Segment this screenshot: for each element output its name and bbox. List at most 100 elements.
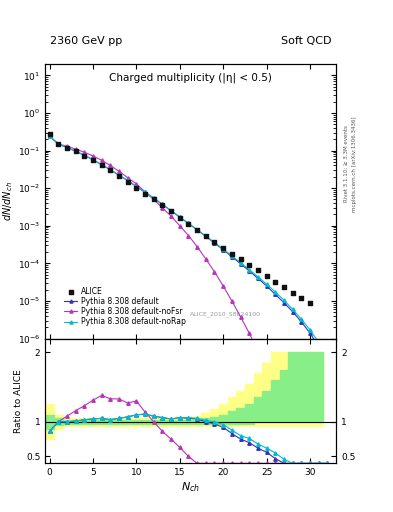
Pythia 8.308 default — [273, 291, 277, 297]
Pythia 8.308 default-noRap — [273, 289, 277, 295]
ALICE — [220, 244, 226, 252]
Pythia 8.308 default-noRap — [325, 353, 330, 359]
Pythia 8.308 default-noRap — [308, 327, 312, 333]
Pythia 8.308 default-noFsr — [134, 181, 139, 187]
Pythia 8.308 default-noRap — [56, 141, 61, 147]
Pythia 8.308 default — [73, 148, 78, 154]
ALICE — [64, 143, 70, 152]
Pythia 8.308 default — [186, 220, 191, 226]
ALICE — [298, 294, 305, 302]
ALICE — [116, 172, 122, 180]
Pythia 8.308 default — [134, 183, 139, 189]
Pythia 8.308 default — [212, 240, 217, 246]
Pythia 8.308 default — [169, 208, 173, 214]
Pythia 8.308 default-noFsr — [143, 189, 147, 195]
Line: Pythia 8.308 default-noFsr: Pythia 8.308 default-noFsr — [48, 135, 329, 512]
ALICE — [125, 178, 131, 186]
Pythia 8.308 default-noFsr — [125, 175, 130, 181]
Pythia 8.308 default-noRap — [255, 274, 260, 280]
Pythia 8.308 default-noFsr — [264, 369, 269, 375]
Pythia 8.308 default — [56, 141, 61, 147]
Pythia 8.308 default-noFsr — [177, 223, 182, 229]
Pythia 8.308 default-noRap — [64, 144, 69, 151]
Pythia 8.308 default-noRap — [82, 152, 86, 158]
Pythia 8.308 default-noFsr — [247, 330, 252, 336]
Pythia 8.308 default-noFsr — [160, 205, 165, 211]
ALICE — [229, 250, 235, 258]
Pythia 8.308 default-noFsr — [299, 475, 304, 481]
Pythia 8.308 default — [204, 233, 208, 240]
Text: Charged multiplicity (|η| < 0.5): Charged multiplicity (|η| < 0.5) — [109, 72, 272, 83]
ALICE — [159, 201, 165, 209]
Pythia 8.308 default-noFsr — [82, 149, 86, 155]
Pythia 8.308 default-noRap — [143, 189, 147, 195]
Pythia 8.308 default-noFsr — [204, 256, 208, 262]
Pythia 8.308 default-noRap — [169, 208, 173, 214]
ALICE — [211, 238, 218, 246]
Y-axis label: $dN/dN_{ch}$: $dN/dN_{ch}$ — [1, 181, 15, 221]
Pythia 8.308 default — [299, 318, 304, 325]
ALICE — [168, 207, 174, 216]
Pythia 8.308 default — [238, 261, 243, 267]
Line: Pythia 8.308 default-noRap: Pythia 8.308 default-noRap — [48, 135, 329, 357]
X-axis label: $N_{ch}$: $N_{ch}$ — [181, 480, 200, 494]
Y-axis label: Ratio to ALICE: Ratio to ALICE — [14, 369, 23, 433]
Pythia 8.308 default-noFsr — [212, 269, 217, 275]
ALICE — [99, 161, 105, 169]
Pythia 8.308 default-noFsr — [281, 414, 286, 420]
Text: mcplots.cern.ch [arXiv:1306.3436]: mcplots.cern.ch [arXiv:1306.3436] — [352, 116, 357, 211]
Pythia 8.308 default-noFsr — [255, 349, 260, 355]
Pythia 8.308 default-noFsr — [290, 442, 295, 448]
Pythia 8.308 default-noFsr — [273, 390, 277, 396]
Pythia 8.308 default — [221, 247, 226, 253]
Line: Pythia 8.308 default: Pythia 8.308 default — [48, 135, 329, 367]
ALICE — [307, 298, 313, 307]
Pythia 8.308 default — [151, 195, 156, 201]
Pythia 8.308 default-noRap — [204, 233, 208, 239]
Pythia 8.308 default — [117, 172, 121, 178]
Pythia 8.308 default-noRap — [290, 306, 295, 312]
Pythia 8.308 default-noRap — [230, 253, 234, 259]
ALICE — [255, 266, 261, 274]
ALICE — [263, 272, 270, 281]
Pythia 8.308 default — [316, 344, 321, 350]
ALICE — [246, 261, 252, 269]
Pythia 8.308 default-noRap — [264, 281, 269, 287]
Pythia 8.308 default-noRap — [316, 339, 321, 345]
ALICE — [237, 255, 244, 263]
Pythia 8.308 default-noRap — [281, 297, 286, 303]
Pythia 8.308 default-noFsr — [108, 162, 113, 168]
Text: Rivet 3.1.10; ≥ 3.3M events: Rivet 3.1.10; ≥ 3.3M events — [344, 125, 349, 202]
Pythia 8.308 default-noRap — [125, 177, 130, 183]
Pythia 8.308 default-noRap — [195, 227, 200, 233]
Pythia 8.308 default-noFsr — [169, 213, 173, 219]
ALICE — [290, 289, 296, 297]
Pythia 8.308 default-noRap — [247, 267, 252, 273]
Text: Soft QCD: Soft QCD — [281, 36, 332, 46]
ALICE — [194, 226, 200, 234]
ALICE — [72, 147, 79, 156]
ALICE — [185, 220, 191, 228]
Pythia 8.308 default — [264, 283, 269, 289]
ALICE — [133, 184, 140, 192]
Pythia 8.308 default — [308, 330, 312, 336]
Pythia 8.308 default — [108, 166, 113, 173]
Pythia 8.308 default — [290, 309, 295, 315]
Pythia 8.308 default-noRap — [160, 201, 165, 207]
Pythia 8.308 default-noFsr — [47, 133, 52, 139]
Pythia 8.308 default-noRap — [108, 166, 113, 173]
Pythia 8.308 default-noRap — [134, 183, 139, 189]
ALICE — [203, 232, 209, 241]
Pythia 8.308 default — [64, 144, 69, 151]
ALICE — [90, 156, 96, 164]
Pythia 8.308 default-noFsr — [90, 153, 95, 159]
Pythia 8.308 default-noFsr — [73, 146, 78, 152]
Pythia 8.308 default-noFsr — [195, 244, 200, 250]
ALICE — [272, 278, 278, 286]
Text: 2360 GeV pp: 2360 GeV pp — [50, 36, 123, 46]
Pythia 8.308 default — [230, 253, 234, 260]
Pythia 8.308 default-noFsr — [238, 314, 243, 320]
Pythia 8.308 default — [281, 300, 286, 306]
Pythia 8.308 default — [82, 152, 86, 158]
ALICE — [55, 140, 61, 148]
